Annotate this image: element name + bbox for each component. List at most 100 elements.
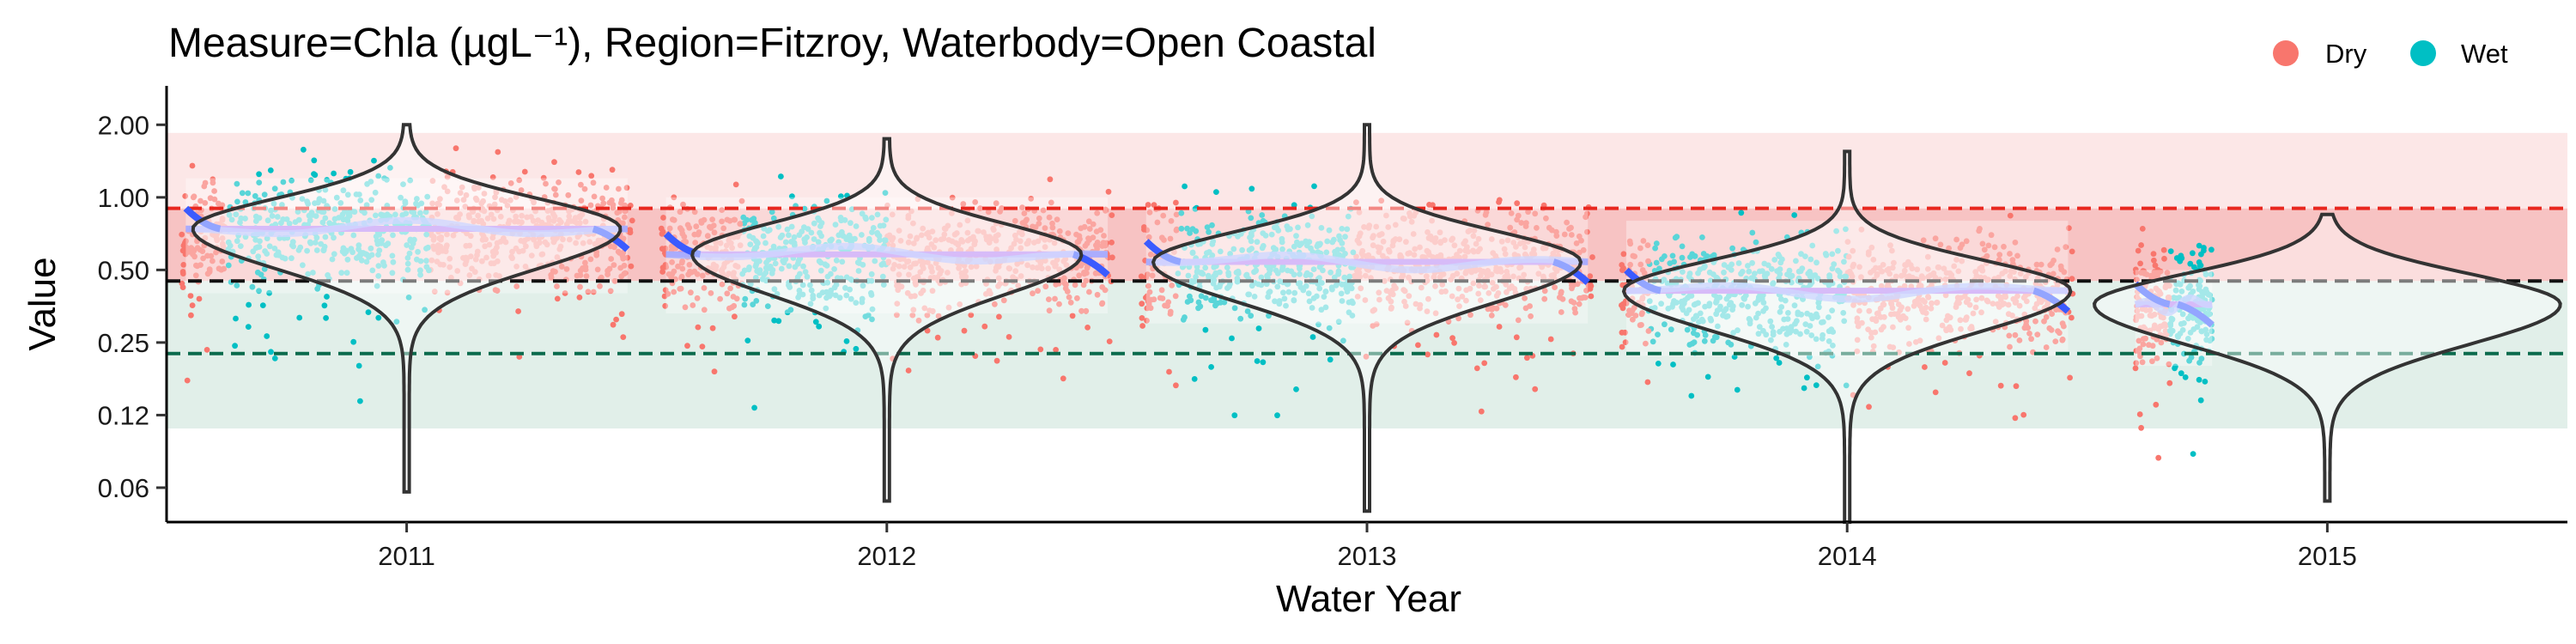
dry-point-2011 bbox=[579, 211, 586, 218]
dry-point-2014 bbox=[1997, 382, 2004, 389]
dry-point-2011 bbox=[497, 213, 504, 220]
dry-point-2011 bbox=[484, 216, 491, 222]
dry-point-2013 bbox=[1513, 334, 1520, 341]
wet-point-2011 bbox=[254, 244, 261, 251]
dry-point-2011 bbox=[540, 174, 547, 181]
dry-point-2014 bbox=[2020, 411, 2027, 418]
dry-point-2011 bbox=[566, 236, 573, 243]
dry-point-2012 bbox=[1046, 296, 1052, 302]
dry-point-2011 bbox=[545, 215, 552, 222]
dry-point-2012 bbox=[1015, 283, 1022, 289]
dry-point-2012 bbox=[996, 313, 1002, 320]
dry-point-2011 bbox=[219, 258, 226, 264]
wet-point-2011 bbox=[400, 181, 406, 188]
wet-point-2011 bbox=[417, 271, 423, 278]
wet-point-2011 bbox=[378, 240, 385, 246]
wet-point-2013 bbox=[1231, 412, 1238, 419]
wet-point-2011 bbox=[295, 216, 302, 223]
wet-point-2013 bbox=[1229, 335, 1235, 342]
dry-point-2011 bbox=[492, 287, 499, 294]
wet-point-2011 bbox=[393, 319, 400, 325]
dry-point-2011 bbox=[219, 216, 226, 222]
dry-point-2011 bbox=[191, 247, 197, 254]
dry-point-2012 bbox=[949, 210, 955, 216]
dry-point-2011 bbox=[544, 208, 551, 215]
dry-point-2011 bbox=[472, 195, 479, 202]
x-tick-label: 2014 bbox=[1818, 541, 1877, 571]
wet-point-2011 bbox=[375, 252, 381, 258]
dry-point-2011 bbox=[578, 181, 584, 188]
wet-point-2011 bbox=[322, 234, 329, 240]
y-tick-label: 0.12 bbox=[98, 400, 149, 430]
wet-point-2011 bbox=[399, 212, 406, 218]
wet-point-2015 bbox=[2182, 374, 2189, 380]
dry-point-2011 bbox=[531, 199, 537, 206]
dry-point-2011 bbox=[551, 159, 557, 166]
wet-point-2011 bbox=[252, 213, 259, 220]
wet-point-2011 bbox=[336, 215, 342, 221]
dry-point-2011 bbox=[556, 216, 562, 223]
dry-point-2011 bbox=[211, 188, 218, 194]
wet-point-2015 bbox=[2167, 248, 2174, 254]
wet-point-2011 bbox=[423, 264, 430, 270]
wet-point-2011 bbox=[271, 246, 278, 252]
dry-point-2011 bbox=[543, 180, 549, 187]
wet-point-2013 bbox=[1213, 189, 1219, 196]
wet-point-2011 bbox=[344, 191, 351, 198]
dry-point-2011 bbox=[221, 265, 228, 272]
wet-point-2011 bbox=[322, 215, 329, 222]
dry-point-2012 bbox=[660, 215, 666, 221]
wet-point-2011 bbox=[368, 245, 374, 252]
dry-point-2011 bbox=[577, 283, 583, 290]
wet-point-2011 bbox=[310, 270, 316, 276]
wet-point-2014 bbox=[1738, 210, 1745, 216]
dry-point-2011 bbox=[453, 197, 460, 204]
dry-point-2011 bbox=[482, 243, 489, 250]
wet-point-2011 bbox=[320, 197, 327, 204]
dry-point-2013 bbox=[1173, 382, 1179, 389]
dry-point-2011 bbox=[444, 173, 451, 180]
dry-point-2011 bbox=[629, 217, 635, 224]
wet-point-2012 bbox=[778, 265, 785, 272]
wet-point-2012 bbox=[807, 282, 813, 289]
dry-point-2011 bbox=[616, 185, 622, 192]
dry-point-2011 bbox=[475, 212, 482, 219]
dry-point-2011 bbox=[533, 240, 539, 247]
wet-point-2011 bbox=[374, 283, 380, 289]
wet-point-2011 bbox=[347, 168, 354, 175]
dry-point-2012 bbox=[659, 246, 665, 252]
dry-point-2012 bbox=[985, 209, 992, 216]
dry-point-2011 bbox=[214, 237, 221, 244]
dry-point-2012 bbox=[699, 272, 706, 279]
dry-point-2014 bbox=[2012, 415, 2019, 422]
wet-point-2011 bbox=[270, 200, 277, 207]
dry-point-2011 bbox=[611, 277, 618, 284]
wet-point-2011 bbox=[299, 196, 306, 203]
dry-point-2013 bbox=[1166, 368, 1172, 375]
wet-point-2011 bbox=[372, 189, 379, 196]
wet-point-2011 bbox=[305, 200, 312, 207]
wet-point-2013 bbox=[1309, 334, 1316, 340]
dry-point-2012 bbox=[958, 281, 965, 288]
dry-point-2013 bbox=[1139, 323, 1145, 329]
dry-point-2011 bbox=[573, 240, 579, 246]
wet-point-2011 bbox=[331, 234, 337, 241]
wet-point-2011 bbox=[320, 247, 327, 254]
dry-point-2011 bbox=[463, 242, 470, 249]
wet-point-2011 bbox=[258, 271, 264, 278]
dry-point-2011 bbox=[572, 215, 579, 222]
wet-point-2011 bbox=[269, 213, 276, 219]
dry-point-2013 bbox=[1473, 365, 1480, 372]
wet-point-2011 bbox=[232, 343, 238, 349]
wet-point-2011 bbox=[271, 355, 278, 361]
wet-point-2011 bbox=[405, 295, 412, 301]
wet-point-2012 bbox=[847, 286, 853, 293]
wet-point-2011 bbox=[301, 146, 307, 153]
dry-point-2011 bbox=[509, 255, 515, 262]
dry-point-2011 bbox=[618, 197, 625, 204]
dry-point-2015 bbox=[2138, 424, 2145, 431]
legend-dry-key bbox=[2273, 40, 2299, 66]
dry-point-2011 bbox=[518, 187, 525, 193]
wet-point-2011 bbox=[295, 247, 302, 253]
wet-point-2011 bbox=[392, 211, 398, 218]
